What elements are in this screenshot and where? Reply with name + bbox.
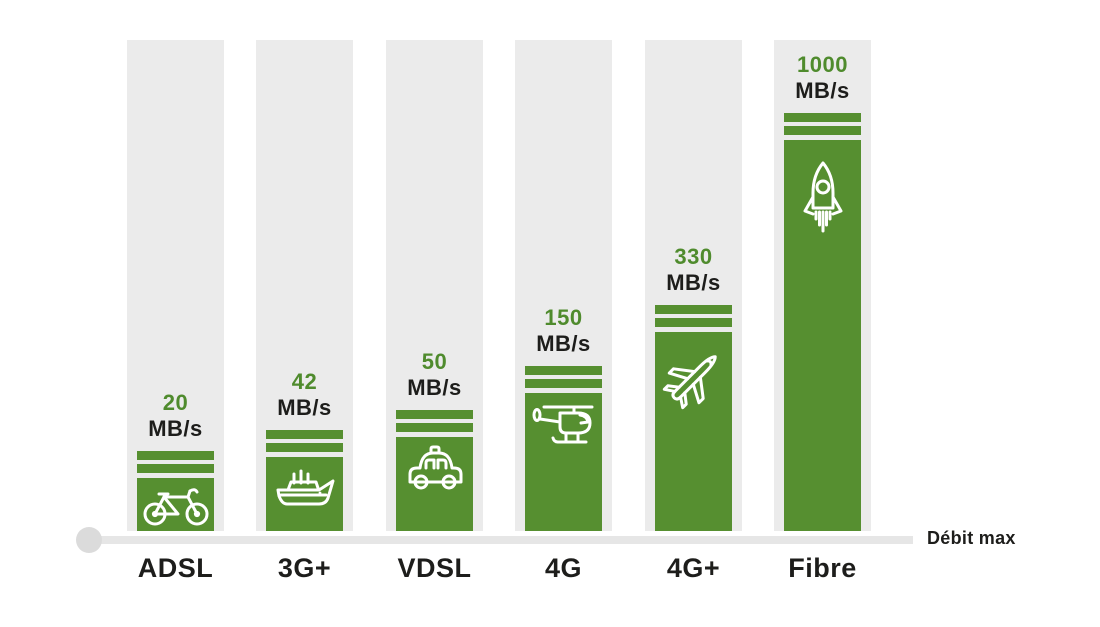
- bar-top-stripe: [266, 443, 343, 452]
- category-label-4g: 4G: [544, 553, 583, 583]
- bar-top-stripe: [784, 113, 861, 122]
- category-label-4gplus: 4G+: [666, 553, 721, 583]
- bar-top-stripe: [137, 464, 214, 473]
- value-unit: MB/s: [795, 78, 850, 103]
- value-number: 330: [674, 244, 713, 269]
- value-label-fibre: 1000 MB/s: [762, 52, 883, 104]
- bar-top-stripe: [396, 410, 473, 419]
- bar-column-vdsl: 50 MB/s VDSL: [386, 40, 483, 583]
- ship-icon: [276, 469, 334, 506]
- value-label-3gplus: 42 MB/s: [244, 369, 365, 421]
- airplane-icon: [662, 355, 717, 410]
- bar-fibre: [784, 113, 861, 531]
- bar-adsl: [137, 451, 214, 531]
- bar-top-stripe: [137, 451, 214, 460]
- bar-column-adsl: 20 MB/s ADSL: [127, 40, 224, 583]
- bar-top-stripe: [525, 379, 602, 388]
- bar-3gplus: [266, 430, 343, 531]
- value-number: 1000: [797, 52, 848, 77]
- value-label-adsl: 20 MB/s: [115, 390, 236, 442]
- value-unit: MB/s: [536, 331, 591, 356]
- bar-top-stripe: [784, 126, 861, 135]
- value-label-4gplus: 330 MB/s: [633, 244, 754, 296]
- category-label-fibre: Fibre: [788, 553, 857, 583]
- taxi-icon: [408, 445, 462, 490]
- bar-top-stripe: [525, 366, 602, 375]
- rocket-icon: [803, 161, 842, 233]
- bar-column-3gplus: 42 MB/s 3G+: [256, 40, 353, 583]
- category-label-3gplus: 3G+: [277, 553, 332, 583]
- value-unit: MB/s: [407, 375, 462, 400]
- x-axis-label: Débit max: [927, 528, 1016, 548]
- value-label-vdsl: 50 MB/s: [374, 349, 495, 401]
- category-label-adsl: ADSL: [137, 553, 214, 583]
- x-axis-origin-dot: [76, 527, 102, 553]
- value-unit: MB/s: [148, 416, 203, 441]
- value-unit: MB/s: [277, 395, 332, 420]
- bar-body-fibre: [784, 140, 861, 531]
- bar-column-4g: 150 MB/s 4G: [515, 40, 612, 583]
- bar-body-vdsl: [396, 437, 473, 531]
- bar-body-adsl: [137, 478, 214, 531]
- bar-body-3gplus: [266, 457, 343, 531]
- value-number: 150: [544, 305, 583, 330]
- bar-4g: [525, 366, 602, 531]
- bar-4gplus: [655, 305, 732, 531]
- value-number: 50: [421, 349, 448, 374]
- bar-column-4gplus: 330 MB/s 4G+: [645, 40, 742, 583]
- value-label-4g: 150 MB/s: [503, 305, 624, 357]
- value-unit: MB/s: [666, 270, 721, 295]
- bar-body-4g: [525, 393, 602, 531]
- bar-vdsl: [396, 410, 473, 531]
- bar-top-stripe: [655, 318, 732, 327]
- value-number: 20: [162, 390, 189, 415]
- bar-top-stripe: [396, 423, 473, 432]
- helicopter-icon: [532, 405, 593, 444]
- bar-body-4gplus: [655, 332, 732, 531]
- bar-top-stripe: [266, 430, 343, 439]
- x-axis-line: [89, 536, 913, 544]
- category-label-vdsl: VDSL: [397, 553, 472, 583]
- bar-column-fibre: 1000 MB/s Fibre: [774, 40, 871, 583]
- bicycle-icon: [143, 488, 208, 526]
- value-number: 42: [291, 369, 318, 394]
- bar-top-stripe: [655, 305, 732, 314]
